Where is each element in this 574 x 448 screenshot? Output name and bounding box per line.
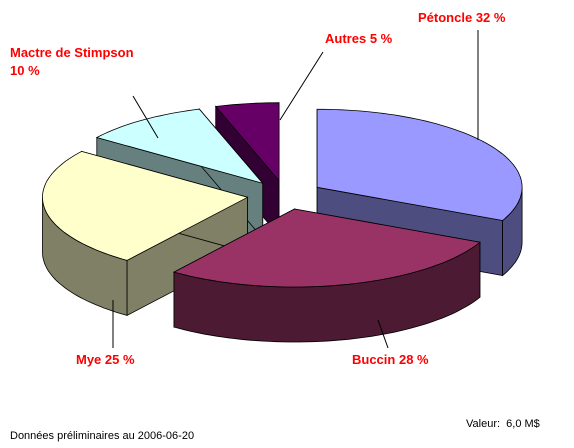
slice-top bbox=[214, 102, 280, 182]
category-label: Mactre de Stimpson bbox=[10, 45, 134, 60]
value-note: Valeur: 6,0 M$ bbox=[466, 418, 540, 430]
leader-line bbox=[377, 319, 389, 349]
value-label: 25 % bbox=[104, 352, 135, 367]
slice-label: Mactre de Stimpson 10 % bbox=[10, 44, 140, 80]
category-label: Buccin bbox=[352, 352, 396, 367]
leader-line bbox=[132, 95, 159, 139]
slice-label: Autres 5 % bbox=[325, 30, 392, 48]
value-label: 10 % bbox=[10, 63, 40, 78]
slice-top bbox=[172, 208, 481, 288]
slice-label: Mye 25 % bbox=[76, 351, 135, 369]
category-label: Pétoncle bbox=[418, 10, 473, 25]
value-label: 5 % bbox=[369, 31, 393, 46]
value-label: 32 % bbox=[475, 10, 506, 25]
leader-line bbox=[279, 51, 324, 121]
category-label: Mye bbox=[76, 352, 102, 367]
slice-label: Buccin 28 % bbox=[352, 351, 429, 369]
slice-top bbox=[316, 108, 523, 221]
slice-top bbox=[42, 150, 249, 261]
footnote: Données préliminaires au 2006-06-20 bbox=[10, 430, 195, 442]
value-label: 28 % bbox=[398, 352, 429, 367]
slice-label: Pétoncle 32 % bbox=[418, 9, 505, 27]
category-label: Autres bbox=[325, 31, 367, 46]
slice-top bbox=[95, 108, 264, 185]
